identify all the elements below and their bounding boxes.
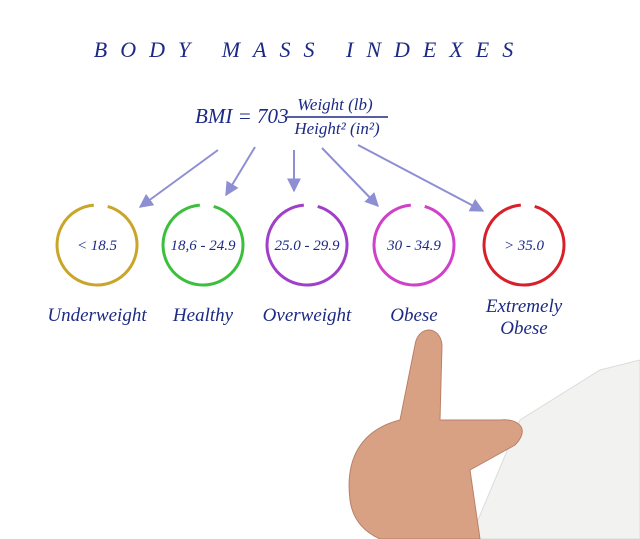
node-circle [482, 203, 566, 287]
arrows [138, 144, 485, 212]
node-circle [55, 203, 139, 287]
title: BODY MASS INDEXES [94, 37, 526, 62]
arrow [138, 149, 219, 208]
node-range: < 18.5 [77, 238, 118, 254]
arrow [321, 147, 379, 208]
node-label: Overweight [262, 305, 352, 326]
arrow [357, 144, 485, 212]
node-range: 18,6 - 24.9 [171, 238, 236, 254]
node-range: 25.0 - 29.9 [275, 238, 340, 254]
node-label: Healthy [172, 305, 234, 326]
node-circle [265, 203, 349, 287]
formula-numerator: Weight (lb) [297, 95, 373, 114]
node-range: > 35.0 [504, 238, 545, 254]
hand [348, 329, 640, 539]
node-circle [372, 203, 456, 287]
node-range: 30 - 34.9 [386, 238, 441, 254]
node-circle [161, 203, 245, 287]
formula-denominator: Height² (in²) [293, 119, 380, 138]
hand-shape [348, 329, 523, 539]
node-label: Underweight [47, 305, 147, 326]
node-label: Extremely Obese [485, 296, 563, 339]
node-label: Obese [390, 305, 438, 326]
arrow [225, 146, 256, 197]
nodes: < 18.5 18,6 - 24.9 25.0 - 29.9 30 - 34.9 > 3… [55, 203, 566, 287]
formula-lhs: BMI = 703 [195, 104, 289, 128]
